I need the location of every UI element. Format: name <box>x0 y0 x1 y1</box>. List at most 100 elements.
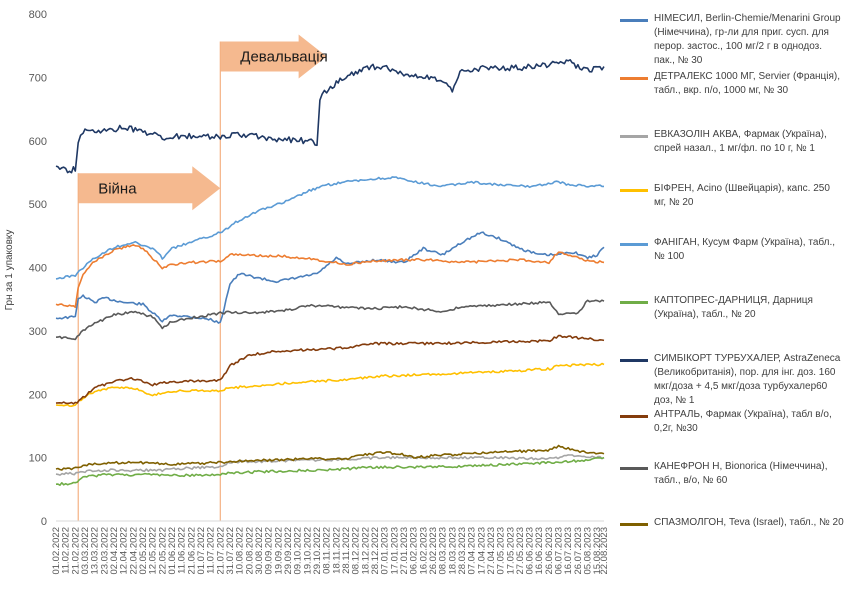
series-line <box>55 454 605 476</box>
y-tick-label: 0 <box>41 516 47 528</box>
x-tick-label: 08.03.2023 <box>438 527 449 575</box>
y-tick-label: 600 <box>29 136 47 148</box>
x-tick-label: 10.08.2022 <box>235 527 246 575</box>
x-tick-label: 26.07.2023 <box>573 527 584 575</box>
x-tick-label: 08.11.2022 <box>322 527 333 574</box>
legend-label: ЕВКАЗОЛІН АКВА, Фармак (Україна), спрей … <box>654 129 827 154</box>
x-tick-label: 29.09.2022 <box>283 527 294 575</box>
y-axis-label: Грн за 1 упаковку <box>4 230 15 311</box>
legend-label: БІФРЕН, Acino (Швейцарія), капс. 250 мг,… <box>654 183 830 208</box>
x-tick-label: 11.06.2022 <box>177 527 188 574</box>
x-tick-label: 17.01.2023 <box>389 527 400 575</box>
y-tick-label: 400 <box>29 263 47 275</box>
x-tick-label: 09.10.2022 <box>293 527 304 575</box>
x-tick-label: 01.02.2022 <box>51 527 62 575</box>
legend-swatch <box>620 467 648 470</box>
x-tick-label: 16.02.2023 <box>418 527 429 575</box>
series-line <box>55 362 605 407</box>
x-tick-label: 09.09.2022 <box>264 527 275 575</box>
x-tick-label: 07.04.2023 <box>467 527 478 575</box>
y-tick-label: 800 <box>29 9 47 21</box>
x-tick-label: 07.05.2023 <box>496 527 507 575</box>
x-tick-label: 07.01.2023 <box>380 527 391 575</box>
x-tick-label: 21.07.2022 <box>215 527 226 575</box>
legend-swatch <box>620 301 648 304</box>
x-tick-label: 20.08.2022 <box>244 527 255 575</box>
legend-label: АНТРАЛЬ, Фармак (Україна), табл в/о, 0,2… <box>654 409 832 434</box>
series-line <box>55 244 605 309</box>
legend-label: НІМЕСИЛ, Berlin-Chemie/Menarini Group (Н… <box>654 13 841 66</box>
y-tick-label: 100 <box>29 453 47 465</box>
x-tick-label: 05.08.2023 <box>583 527 594 575</box>
x-tick-label: 15.08.2023 <box>592 527 603 575</box>
x-tick-label: 06.02.2023 <box>409 527 420 575</box>
legend-swatch <box>620 135 648 138</box>
x-tick-label: 21.02.2022 <box>70 527 81 575</box>
x-tick-label: 08.12.2022 <box>351 527 362 575</box>
annotation-label: Девальвація <box>240 48 327 65</box>
legend-label: КАНЕФРОН Н, Bionorica (Німеччина), табл.… <box>654 461 828 486</box>
x-tick-label: 17.05.2023 <box>505 527 516 575</box>
x-tick-label: 06.07.2023 <box>554 527 565 575</box>
x-tick-label: 27.04.2023 <box>486 527 497 575</box>
series-line <box>55 176 604 280</box>
x-tick-label: 27.05.2023 <box>515 527 526 575</box>
legend-swatch <box>620 359 648 362</box>
legend-swatch <box>620 189 648 192</box>
x-tick-label: 11.02.2022 <box>61 527 72 574</box>
x-tick-label: 06.06.2023 <box>525 527 536 575</box>
x-tick-label: 16.06.2023 <box>534 527 545 575</box>
x-tick-label: 02.05.2022 <box>138 527 149 575</box>
legend-swatch <box>620 77 648 80</box>
y-tick-label: 500 <box>29 199 47 211</box>
x-tick-label: 18.11.2022 <box>331 527 342 574</box>
series-line <box>55 456 605 486</box>
x-tick-label: 17.04.2023 <box>476 527 487 575</box>
x-tick-label: 01.07.2022 <box>196 527 207 575</box>
x-tick-label: 31.07.2022 <box>225 527 236 575</box>
x-tick-label: 22.04.2022 <box>128 527 139 575</box>
legend-swatch <box>620 243 648 246</box>
x-tick-label: 12.05.2022 <box>148 527 159 575</box>
x-tick-label: 28.12.2022 <box>370 527 381 575</box>
series-layer <box>55 59 605 486</box>
x-tick-label: 19.09.2022 <box>273 527 284 575</box>
x-tick-label: 12.04.2022 <box>119 527 130 575</box>
x-tick-label: 13.03.2022 <box>90 527 101 575</box>
x-tick-label: 01.06.2022 <box>167 527 178 575</box>
legend-swatch <box>620 415 648 418</box>
x-tick-label: 26.02.2023 <box>428 527 439 575</box>
series-line <box>55 299 605 341</box>
x-tick-label: 27.01.2023 <box>399 527 410 575</box>
annotation-layer: Війна Девальвація <box>77 34 328 521</box>
legend-label: ФАНІГАН, Кусум Фарм (Україна), табл., № … <box>654 237 836 262</box>
x-tick-label: 18.12.2022 <box>360 527 371 575</box>
axes: 0 100 200 300 400 500 600 700 800 01.02.202211.02… <box>29 9 610 575</box>
legend-swatch <box>620 19 648 22</box>
legend-label: ДЕТРАЛЕКС 1000 МГ, Servier (Франція), та… <box>654 71 840 96</box>
x-tick-label: 11.07.2022 <box>206 527 217 574</box>
x-tick-label: 22.08.2023 <box>599 527 610 575</box>
x-tick-label: 21.06.2022 <box>186 527 197 575</box>
x-tick-label: 23.03.2022 <box>99 527 110 575</box>
x-tick-label: 22.05.2022 <box>157 527 168 575</box>
y-tick-label: 300 <box>29 326 47 338</box>
legend-swatch <box>620 523 648 526</box>
x-tick-label: 30.08.2022 <box>254 527 265 575</box>
annotation-label: Війна <box>98 180 137 197</box>
series-line <box>55 444 605 471</box>
x-tick-label: 02.04.2022 <box>109 527 120 575</box>
legend-label: СИМБІКОРТ ТУРБУХАЛЕР, AstraZeneca (Велик… <box>654 353 841 406</box>
y-tick-label: 700 <box>29 72 47 84</box>
legend-label: СПАЗМОЛГОН, Teva (Israel), табл., № 20 <box>654 517 844 528</box>
y-tick-label: 200 <box>29 389 47 401</box>
x-tick-label: 16.07.2023 <box>563 527 574 575</box>
x-tick-label: 29.10.2022 <box>312 527 323 575</box>
series-line <box>55 334 605 405</box>
series-line <box>55 59 605 174</box>
x-tick-label: 18.03.2023 <box>447 527 458 575</box>
legend-label: КАПТОПРЕС-ДАРНИЦЯ, Дарниця (Україна), та… <box>654 295 813 320</box>
annotation-arrow <box>220 34 327 79</box>
x-tick-label: 26.06.2023 <box>544 527 555 575</box>
